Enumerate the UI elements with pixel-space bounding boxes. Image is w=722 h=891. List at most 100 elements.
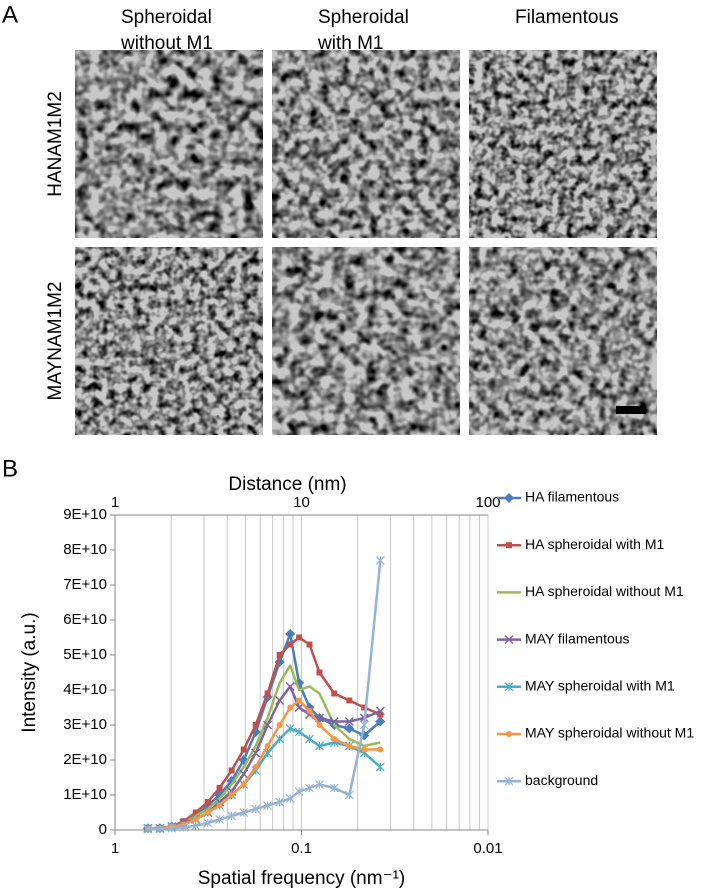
column-header: without M1 (120, 33, 213, 54)
y-tick-label: 4E+10 (63, 681, 107, 698)
micrograph-texture (75, 247, 263, 435)
marker (306, 708, 313, 714)
marker (191, 821, 201, 831)
micrograph-texture (272, 247, 460, 435)
scale-bar (616, 406, 646, 414)
marker (305, 783, 314, 793)
marker (305, 734, 314, 744)
marker (377, 711, 384, 718)
micrograph-grid: Spheroidal without M1 Spheroidal with M1 Fil… (45, 7, 657, 435)
marker (276, 722, 283, 728)
marker (251, 748, 261, 758)
marker (361, 746, 368, 753)
marker (203, 818, 213, 828)
marker (287, 704, 294, 711)
marker (329, 716, 339, 727)
marker (316, 669, 323, 676)
marker (226, 776, 237, 786)
micrograph-texture (469, 50, 657, 238)
y-axis-title: Intensity (a.u.) (19, 612, 40, 732)
y-tick-label: 9E+10 (63, 506, 107, 523)
marker (504, 635, 514, 645)
marker (228, 767, 235, 774)
y-tick-label: 3E+10 (63, 716, 107, 733)
marker (344, 723, 355, 734)
marker (216, 802, 223, 809)
marker (263, 720, 273, 730)
marker (227, 811, 237, 821)
x-axis-title: Spatial frequency (nm⁻¹) (198, 868, 406, 889)
marker (375, 716, 386, 727)
x2-tick-label: 1 (111, 494, 119, 511)
marker (276, 652, 283, 658)
marker (287, 641, 294, 648)
marker (285, 629, 296, 639)
marker (375, 706, 385, 716)
marker (275, 734, 285, 744)
chart: 0 1E+10 2E+10 3E+10 4E+10 5E+10 6E+10 7E+10 8E+1… (19, 474, 694, 889)
marker (316, 722, 323, 728)
marker (251, 804, 261, 814)
marker (285, 794, 295, 803)
marker (294, 787, 304, 796)
marker (359, 720, 369, 730)
x-tick-label: 0.01 (473, 840, 502, 857)
y-tick-label: 5E+10 (63, 646, 107, 663)
marker (252, 722, 259, 728)
legend-label: MAY filamentous (525, 630, 630, 646)
column-header: Spheroidal (121, 7, 212, 28)
marker (179, 822, 189, 832)
marker (216, 785, 223, 791)
marker (296, 634, 303, 641)
x-tick-label: 0.1 (291, 840, 312, 857)
marker (239, 808, 249, 817)
marker (275, 797, 285, 807)
micrograph-texture (75, 50, 263, 238)
marker (275, 695, 285, 706)
panel-label: B (2, 455, 18, 482)
marker (506, 731, 512, 737)
marker (296, 697, 303, 704)
x2-tick-label: 100 (475, 494, 500, 511)
marker (346, 743, 353, 749)
marker (167, 823, 177, 833)
marker (375, 762, 385, 772)
marker (192, 816, 199, 823)
marker (240, 746, 247, 753)
marker (377, 746, 384, 753)
y-tick-label: 1E+10 (63, 786, 107, 803)
marker (306, 641, 313, 648)
marker (204, 809, 211, 816)
y-tick-label: 6E+10 (63, 611, 107, 628)
marker (315, 780, 324, 789)
legend-label: MAY spheroidal without M1 (525, 725, 694, 741)
marker (215, 815, 224, 824)
marker (204, 799, 211, 805)
marker (506, 542, 512, 549)
row-header: MAYNAM1M2 (45, 282, 66, 401)
marker (331, 736, 338, 742)
column-header: Filamentous (515, 7, 619, 28)
marker (344, 716, 354, 727)
marker (264, 690, 271, 697)
row-header: HANAM1M2 (45, 91, 66, 197)
marker (375, 556, 385, 565)
legend-label: MAY spheroidal with M1 (525, 678, 675, 694)
marker (239, 769, 249, 779)
legend-label: background (525, 772, 598, 788)
series-line (147, 664, 381, 830)
marker (252, 764, 259, 770)
column-header: with M1 (317, 33, 383, 54)
micrograph-texture (272, 50, 460, 238)
legend-label: HA filamentous (525, 489, 619, 505)
y-tick-label: 8E+10 (63, 541, 107, 558)
marker (504, 682, 514, 692)
marker (240, 781, 247, 788)
x-tick-label: 1 (111, 840, 119, 857)
marker (143, 824, 153, 834)
y-tick-label: 0 (99, 821, 107, 838)
marker (155, 824, 165, 834)
marker (264, 743, 271, 749)
marker (331, 690, 338, 697)
